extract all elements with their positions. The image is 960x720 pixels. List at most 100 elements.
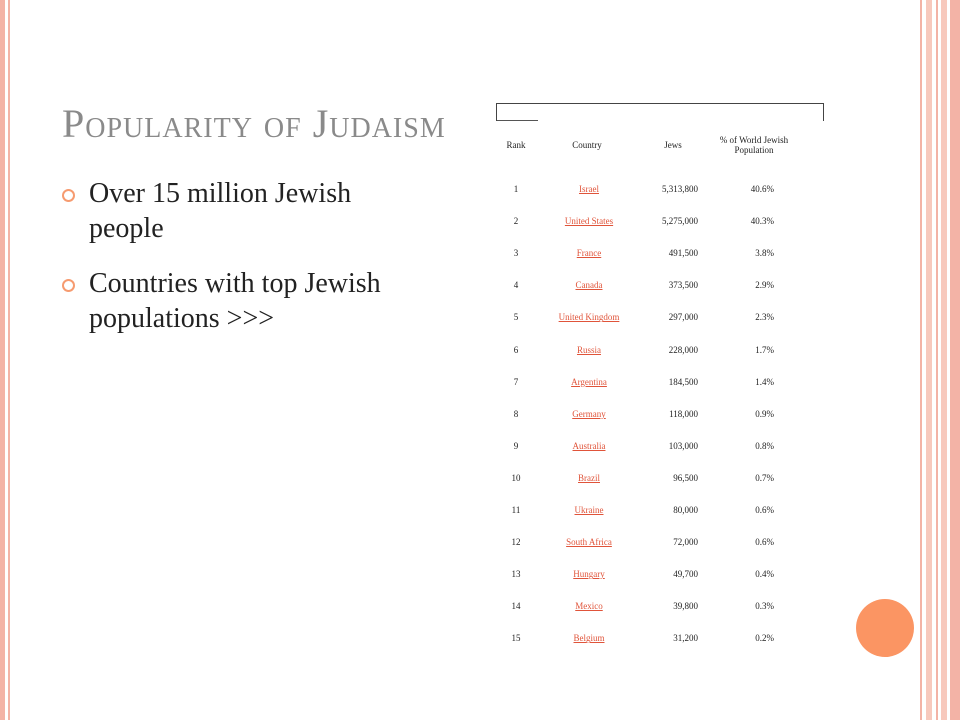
rank-cell: 2: [513, 216, 519, 227]
table-row: 9 Australia 103,000 0.8%: [496, 441, 826, 453]
right-stripe: [941, 0, 947, 720]
country-link[interactable]: Hungary: [573, 569, 605, 580]
percent-cell: 0.6%: [755, 537, 774, 548]
jews-cell: 80,000: [673, 505, 698, 515]
rank-cell: 10: [511, 472, 521, 483]
title-underline: [496, 120, 538, 121]
percent-cell: 40.6%: [750, 184, 774, 194]
rank-cell: 6: [513, 344, 519, 355]
rank-cell: 12: [511, 537, 521, 548]
bullet-list: Over 15 million Jewish people Countries …: [58, 176, 388, 356]
country-link[interactable]: Russia: [576, 344, 601, 355]
percent-cell: 0.8%: [755, 440, 774, 451]
left-frame-border: [0, 0, 5, 720]
country-link[interactable]: United States: [564, 216, 614, 227]
percent-cell: 0.3%: [755, 601, 774, 612]
table-row: 7 Argentina 184,500 1.4%: [496, 377, 826, 389]
percent-cell: 2.9%: [755, 280, 774, 291]
rank-cell: 11: [511, 505, 521, 515]
jews-cell: 373,500: [668, 280, 698, 291]
table-row: 15 Belgium 31,200 0.2%: [496, 633, 826, 645]
jews-cell: 184,500: [668, 376, 698, 387]
right-stripe: [920, 0, 922, 720]
country-link[interactable]: Canada: [575, 280, 603, 291]
jews-cell: 72,000: [673, 537, 698, 548]
rank-cell: 9: [513, 440, 519, 451]
header-country: Country: [572, 140, 602, 150]
table-row: 10 Brazil 96,500 0.7%: [496, 473, 826, 485]
bullet-text: Over 15 million Jewish people: [89, 178, 352, 244]
percent-cell: 0.2%: [755, 633, 774, 644]
jews-cell: 5,275,000: [662, 216, 698, 227]
rank-cell: 15: [511, 633, 521, 644]
jews-cell: 5,313,800: [662, 184, 698, 194]
table-row: 12 South Africa 72,000 0.6%: [496, 537, 826, 549]
header-jews: Jews: [664, 140, 682, 150]
bullet-text: Countries with top Jewish populations >>…: [89, 268, 381, 334]
table-row: 2 United States 5,275,000 40.3%: [496, 216, 826, 228]
right-stripe: [936, 0, 938, 720]
rank-cell: 8: [513, 408, 519, 419]
country-link[interactable]: Ukraine: [574, 505, 604, 515]
table-row: 6 Russia 228,000 1.7%: [496, 345, 826, 357]
country-link[interactable]: Argentina: [571, 376, 607, 387]
rank-cell: 4: [513, 280, 519, 291]
table-row: 4 Canada 373,500 2.9%: [496, 280, 826, 292]
rank-cell: 1: [513, 184, 519, 194]
table-row: 5 United Kingdom 297,000 2.3%: [496, 312, 826, 324]
rank-cell: 13: [511, 569, 521, 580]
bullet-item: Countries with top Jewish populations >>…: [58, 266, 388, 336]
jews-cell: 228,000: [668, 344, 698, 355]
rank-cell: 5: [513, 312, 519, 323]
rank-cell: 14: [511, 601, 521, 612]
table-row: 3 France 491,500 3.8%: [496, 248, 826, 260]
jews-cell: 49,700: [673, 569, 698, 580]
population-table: Rank Country Jews % of World Jewish Popu…: [496, 130, 826, 643]
table-frame: [496, 103, 824, 121]
table-row: 11 Ukraine 80,000 0.6%: [496, 505, 826, 517]
percent-cell: 0.4%: [755, 569, 774, 580]
percent-cell: 2.3%: [755, 312, 774, 323]
rank-cell: 3: [513, 248, 519, 259]
jews-cell: 31,200: [673, 633, 698, 644]
country-link[interactable]: Israel: [579, 184, 599, 194]
table-header: Rank Country Jews % of World Jewish Popu…: [496, 130, 826, 170]
country-link[interactable]: France: [576, 248, 602, 259]
rank-cell: 7: [513, 376, 519, 387]
decorative-circle: [856, 599, 914, 657]
slide-title: Popularity of Judaism: [62, 101, 446, 146]
table-row: 1 Israel 5,313,800 40.6%: [496, 184, 826, 196]
table-row: 13 Hungary 49,700 0.4%: [496, 569, 826, 581]
header-percent: % of World Jewish Population: [719, 135, 789, 155]
country-link[interactable]: Belgium: [573, 633, 605, 644]
jews-cell: 96,500: [673, 472, 698, 483]
left-frame-inner-line: [8, 0, 10, 720]
jews-cell: 39,800: [673, 601, 698, 612]
circle-bullet-icon: [62, 189, 75, 202]
right-stripe: [950, 0, 960, 720]
country-link[interactable]: Brazil: [578, 472, 600, 483]
percent-cell: 0.6%: [755, 505, 774, 515]
header-rank: Rank: [506, 140, 526, 150]
country-link[interactable]: Australia: [572, 440, 606, 451]
country-link[interactable]: United Kingdom: [558, 312, 620, 323]
percent-cell: 40.3%: [750, 216, 774, 227]
jews-cell: 297,000: [668, 312, 698, 323]
jews-cell: 103,000: [668, 440, 698, 451]
circle-bullet-icon: [62, 279, 75, 292]
percent-cell: 0.9%: [755, 408, 774, 419]
percent-cell: 3.8%: [755, 248, 774, 259]
jews-cell: 118,000: [669, 408, 698, 419]
right-stripe: [926, 0, 932, 720]
jews-cell: 491,500: [668, 248, 698, 259]
country-link[interactable]: South Africa: [566, 537, 612, 548]
percent-cell: 1.4%: [755, 376, 774, 387]
country-link[interactable]: Mexico: [575, 601, 603, 612]
bullet-item: Over 15 million Jewish people: [58, 176, 388, 246]
country-link[interactable]: Germany: [572, 408, 606, 419]
percent-cell: 1.7%: [755, 344, 774, 355]
table-row: 14 Mexico 39,800 0.3%: [496, 601, 826, 613]
percent-cell: 0.7%: [755, 472, 774, 483]
table-row: 8 Germany 118,000 0.9%: [496, 409, 826, 421]
